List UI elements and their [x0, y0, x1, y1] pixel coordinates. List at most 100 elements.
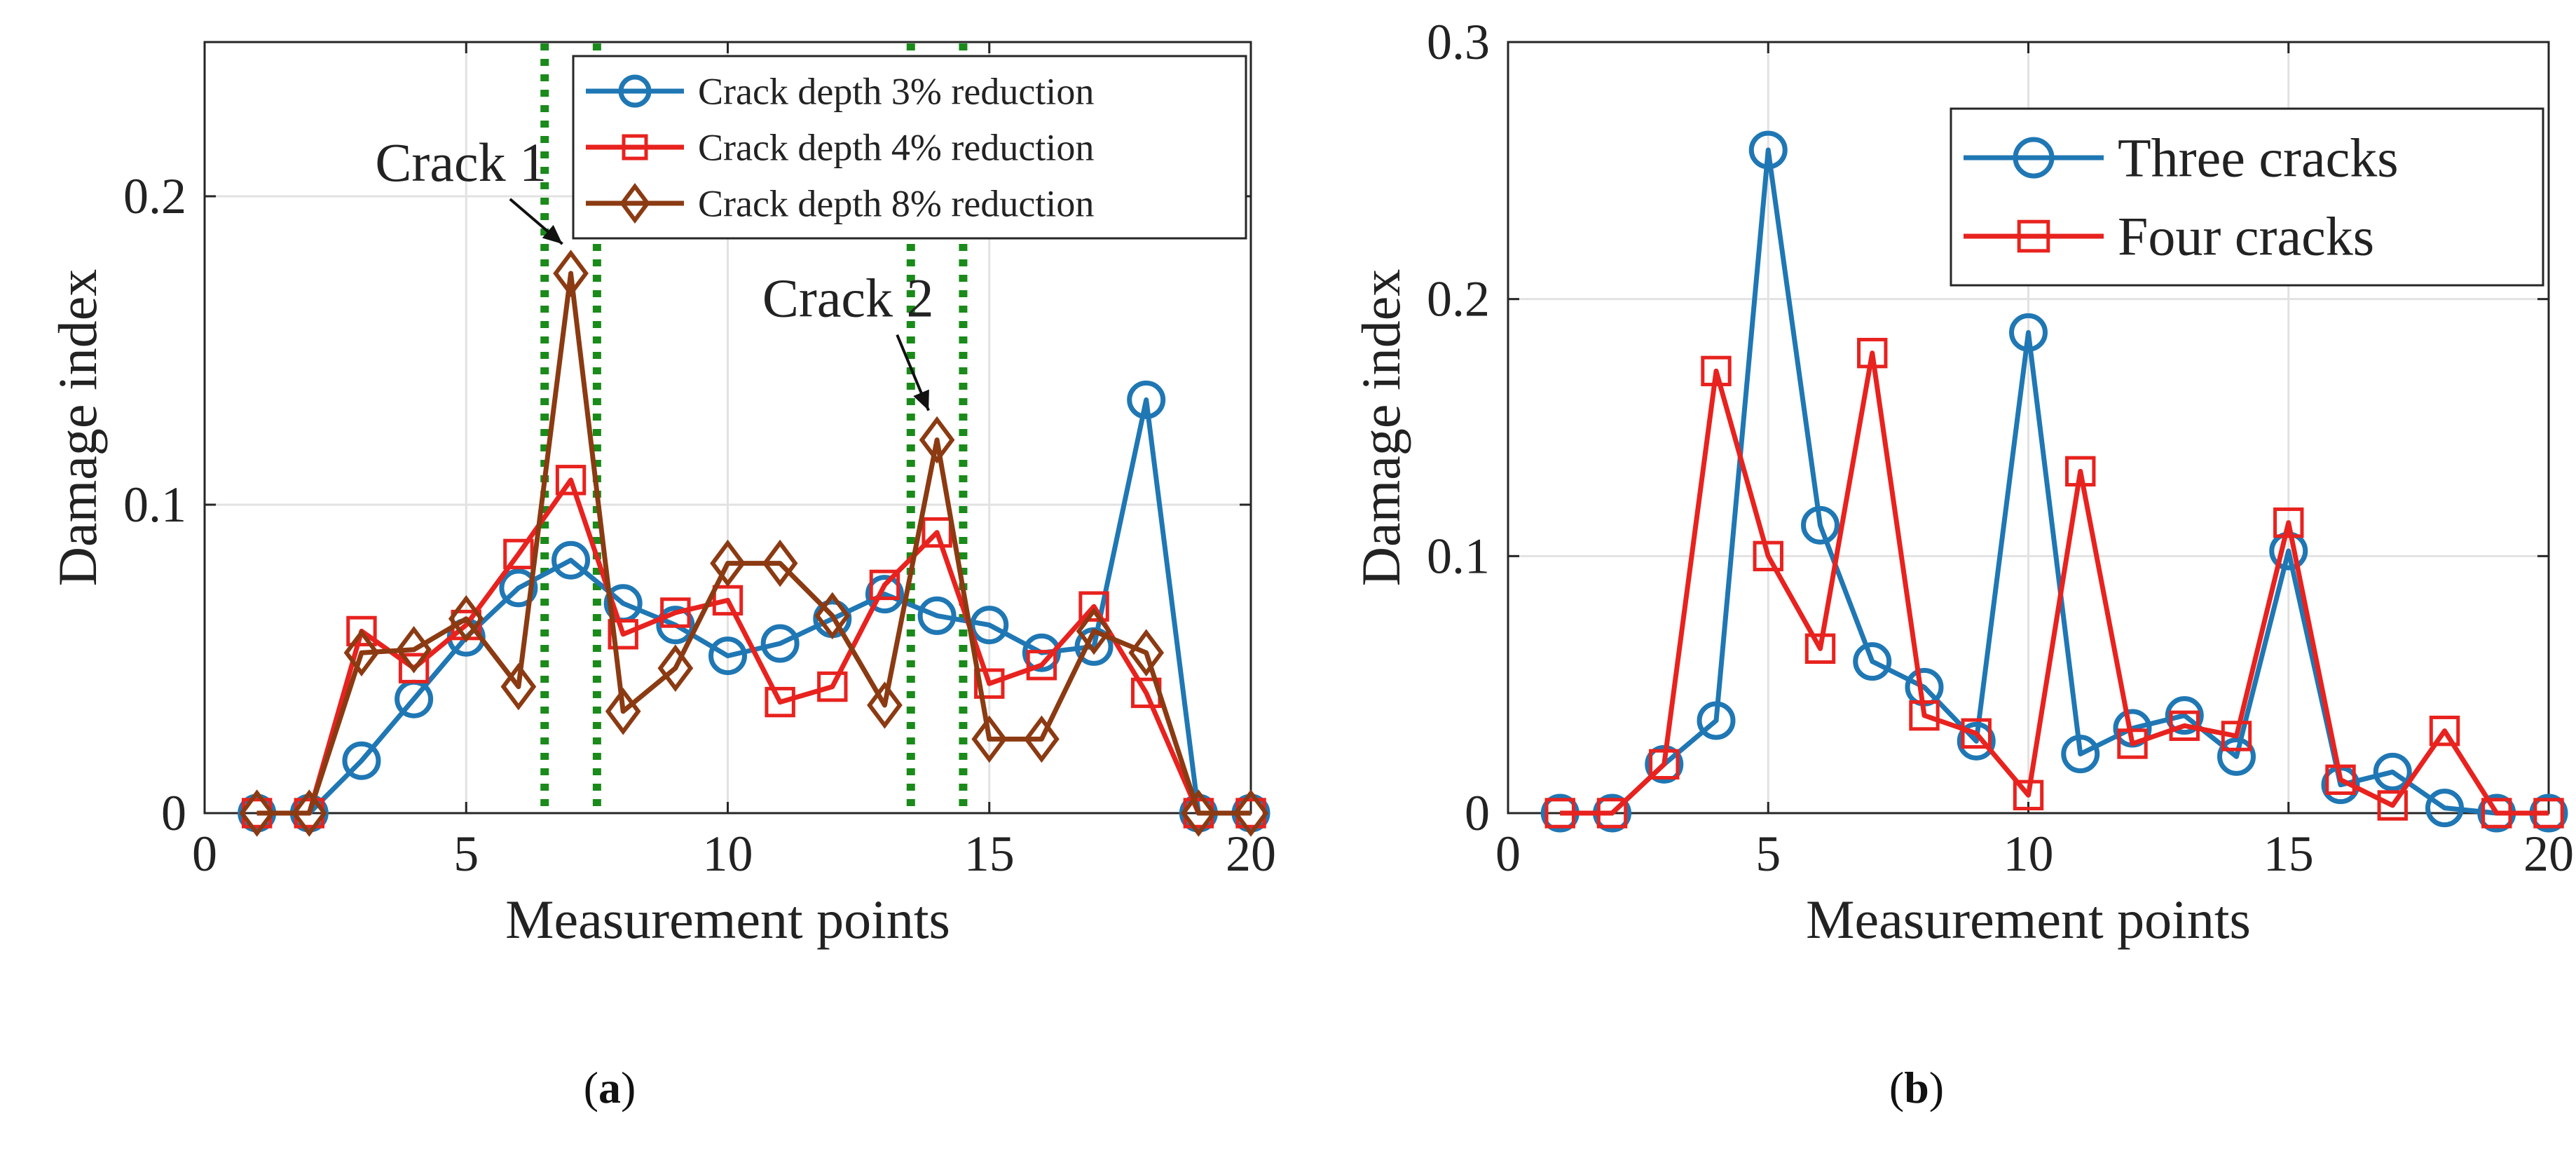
c1-xtick-label-3: 15	[2263, 826, 2314, 882]
c1-series-0-point-9	[2009, 313, 2048, 352]
c0-series-2-point-6	[553, 250, 589, 297]
c1-series-1-point-5	[1804, 633, 1836, 665]
c0-series-0-point-10	[760, 624, 800, 663]
c1-ylabel: Damage index	[1350, 269, 1411, 587]
c1-series-1-point-11	[2117, 728, 2148, 759]
c1-series-1-point-6	[1857, 337, 1888, 369]
c1-series-0-point-10	[2061, 735, 2100, 774]
c0-series-2-point-14	[971, 715, 1008, 763]
c1-legend-marker-0	[2013, 137, 2055, 179]
c1-series-line-1	[1560, 350, 2549, 816]
c0-series-1-point-10	[765, 686, 795, 718]
c0-series-line-0	[256, 397, 1251, 816]
c0-series-1-point-2	[346, 615, 377, 647]
c1-series-1-point-7	[1909, 700, 1940, 731]
c0-series-line-2	[256, 271, 1251, 816]
c0-xtick-label-2: 10	[703, 826, 753, 882]
c1-series-1-point-2	[1649, 749, 1680, 780]
c1-series-0-point-8	[1957, 721, 1996, 761]
c0-annotation-arrowhead-1	[913, 389, 929, 411]
c1-series-1-point-17	[2429, 715, 2460, 747]
c0-ylabel: Damage index	[47, 269, 108, 587]
c0-series-2-point-4	[448, 594, 484, 643]
c1-series-0-point-3	[1697, 701, 1736, 740]
c0-annotation-arrowhead-0	[542, 224, 563, 244]
caption-a: (a)	[583, 1063, 636, 1112]
c0-series-2-point-15	[1024, 715, 1060, 763]
c1-xlabel: Measurement points	[1806, 889, 2251, 950]
c0-ytick-label-2: 0.2	[123, 168, 186, 224]
caption-b: (b)	[1889, 1063, 1945, 1112]
panel-a: 0 5 10 15 20 0 0.1 0.2 Measurement points Damage …	[47, 41, 1276, 1112]
c0-series-2-point-17	[1128, 629, 1165, 676]
c0-series-2-point-0	[239, 789, 275, 837]
c1-legend-label-1: Four cracks	[2118, 206, 2374, 267]
c0-xtick-label-1: 5	[453, 826, 479, 882]
c0-xtick-label-0: 0	[192, 826, 217, 882]
c1-series-line-0	[1560, 147, 2549, 816]
c0-legend-box	[572, 55, 1247, 240]
caption-b-label: b	[1904, 1063, 1929, 1112]
c1-series-0-point-17	[2425, 789, 2464, 828]
c0-series-1-point-3	[398, 653, 430, 683]
c0-ytick-label-0: 0	[161, 785, 186, 841]
c1-xtick-label-4: 20	[2523, 826, 2574, 882]
c0-series-line-1	[256, 477, 1251, 816]
c1-xtick-label-0: 0	[1495, 826, 1521, 882]
c1-legend-marker-1	[2017, 219, 2050, 253]
c0-series-1-point-14	[974, 668, 1005, 699]
c0-series-0-point-14	[970, 606, 1009, 645]
c1-series-1-point-0	[1544, 798, 1575, 829]
c0-series-1-point-15	[1026, 650, 1057, 681]
c1-series-0-point-6	[1853, 642, 1892, 681]
c0-series-2-point-12	[867, 681, 903, 729]
c0-series-0-point-5	[499, 568, 538, 608]
c1-series-1-point-1	[1596, 798, 1628, 829]
c1-series-0-point-4	[1748, 130, 1788, 170]
c0-xtick-label-3: 15	[964, 826, 1015, 882]
c1-series-1-point-19	[2533, 798, 2564, 829]
c0-series-2-point-19	[1233, 789, 1269, 837]
c0-legend-marker-1	[622, 134, 648, 161]
c1-series-1-point-12	[2169, 710, 2200, 742]
c0-series-2-point-8	[657, 644, 694, 692]
c1-legend-label-0: Three cracks	[2118, 128, 2399, 189]
c1-series-1-point-10	[2065, 456, 2096, 487]
chart-b: 0 5 10 15 20 0 0.1 0.2 0.3 Measurement points Dama…	[1350, 14, 2574, 950]
c1-series-0-point-16	[2373, 752, 2412, 791]
c0-series-0-point-12	[865, 575, 904, 614]
c0-series-0-point-2	[342, 741, 381, 780]
c1-series-0-point-12	[2165, 696, 2204, 735]
c1-series-1-point-8	[1961, 718, 1992, 749]
c1-series-1-point-9	[2013, 779, 2044, 811]
c1-xtick-label-2: 10	[2003, 826, 2054, 882]
c0-series-1-point-8	[660, 597, 691, 628]
c0-series-2-point-3	[396, 626, 432, 674]
c0-series-0-point-17	[1127, 380, 1166, 419]
c0-series-1-point-6	[555, 465, 587, 496]
c0-series-1-point-7	[608, 619, 638, 650]
c0-series-0-point-15	[1022, 633, 1061, 672]
c1-series-0-point-13	[2217, 737, 2256, 776]
c0-series-2-point-2	[343, 629, 380, 677]
c1-legend-box	[1950, 107, 2544, 287]
c0-series-2-point-18	[1181, 789, 1217, 837]
c0-legend-label-0: Crack depth 3% reduction	[698, 70, 1094, 112]
c0-series-2-point-10	[762, 539, 798, 587]
c0-legend-marker-2	[619, 183, 650, 224]
c0-series-1-point-5	[503, 538, 534, 570]
c0-series-2-point-9	[710, 539, 746, 587]
c1-ytick-label-3: 0.3	[1427, 14, 1490, 70]
c0-ytick-label-1: 0.1	[123, 477, 186, 533]
panel-b: 0 5 10 15 20 0 0.1 0.2 0.3 Measurement points Dama…	[1289, 0, 2576, 1158]
c0-series-1-point-11	[817, 671, 848, 702]
c0-series-2-point-1	[291, 789, 327, 837]
c0-legend-label-1: Crack depth 4% reduction	[698, 126, 1094, 168]
c0-annotation-1: Crack 2	[762, 268, 934, 329]
c1-ytick-label-0: 0	[1465, 785, 1490, 841]
c0-legend-label-2: Crack depth 8% reduction	[698, 182, 1094, 224]
c0-series-0-point-13	[917, 596, 957, 635]
c1-series-1-point-4	[1753, 540, 1783, 572]
c1-series-1-point-14	[2273, 507, 2304, 538]
c1-xtick-label-1: 5	[1755, 826, 1781, 882]
